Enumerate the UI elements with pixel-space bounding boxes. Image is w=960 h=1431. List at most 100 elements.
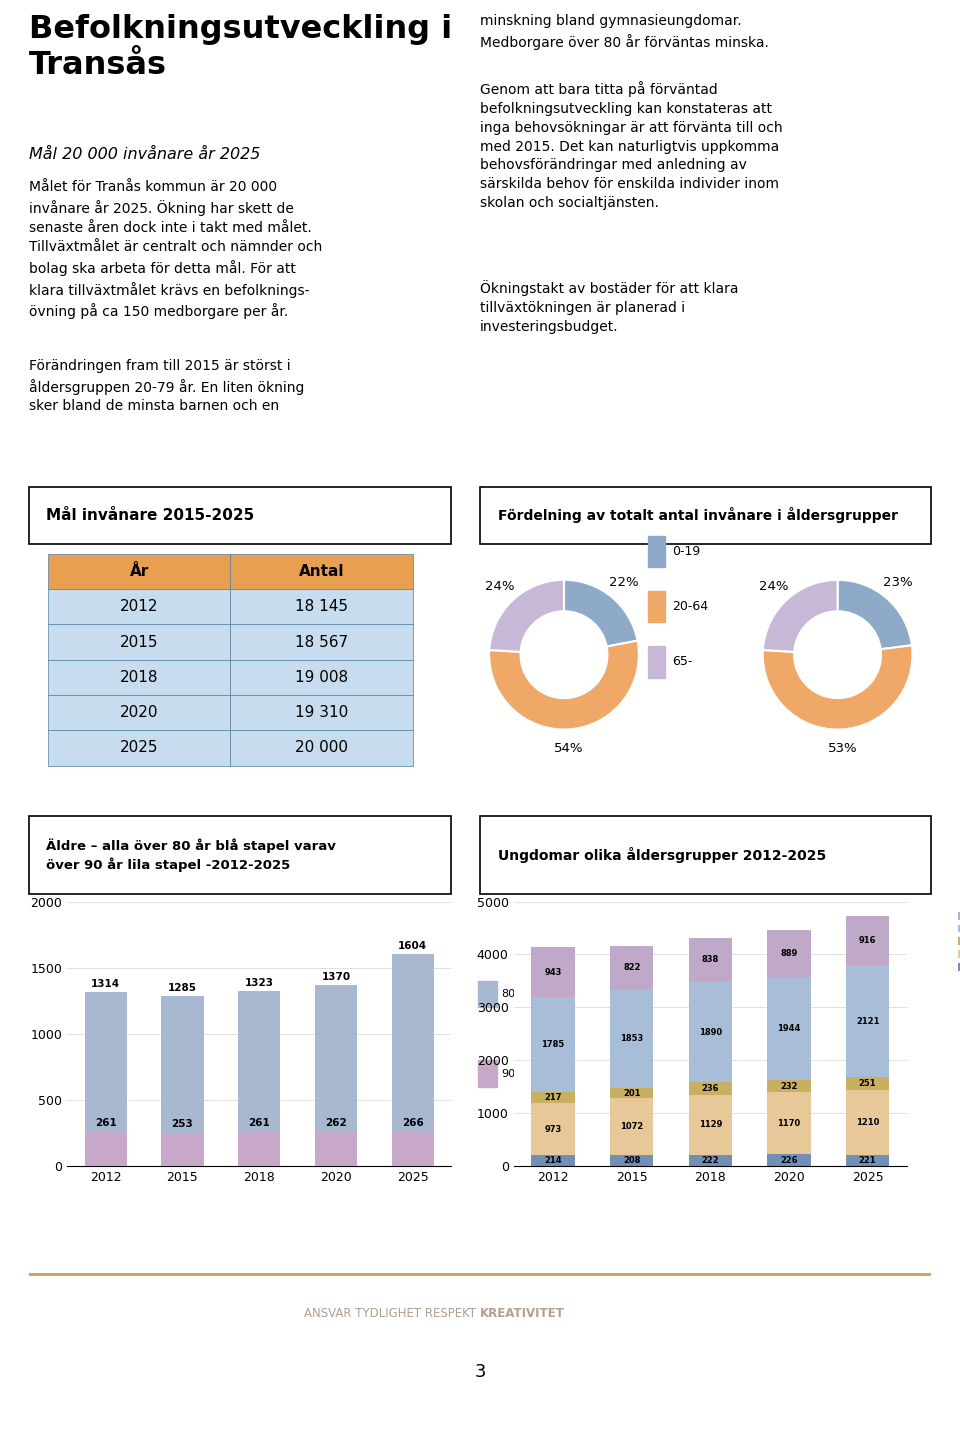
Bar xyxy=(767,930,810,977)
Text: 1370: 1370 xyxy=(322,972,350,982)
Bar xyxy=(648,537,665,567)
Text: Förändringen fram till 2015 är störst i
åldersgruppen 20-79 år. En liten ökning
: Förändringen fram till 2015 är störst i … xyxy=(29,359,304,414)
Text: Genom att bara titta på förväntad
befolkningsutveckling kan konstateras att
inga: Genom att bara titta på förväntad befolk… xyxy=(480,80,782,210)
Text: 822: 822 xyxy=(623,963,640,973)
Bar xyxy=(611,946,654,990)
Bar xyxy=(767,1155,810,1166)
Bar xyxy=(688,1082,732,1095)
Text: 236: 236 xyxy=(702,1085,719,1093)
Text: 232: 232 xyxy=(780,1082,798,1090)
Text: 1785: 1785 xyxy=(541,1040,564,1049)
Bar xyxy=(688,1155,732,1166)
Bar xyxy=(532,1155,575,1166)
Wedge shape xyxy=(564,580,637,647)
Text: 253: 253 xyxy=(172,1119,193,1129)
Wedge shape xyxy=(763,580,838,653)
Text: Mål invånare 2015-2025: Mål invånare 2015-2025 xyxy=(46,508,254,522)
Wedge shape xyxy=(763,645,912,730)
Bar xyxy=(688,982,732,1082)
Bar xyxy=(688,1095,732,1155)
Legend: 16-19, 7-15, 6, 1-5, 0: 16-19, 7-15, 6, 1-5, 0 xyxy=(953,907,960,977)
Text: 889: 889 xyxy=(780,949,798,959)
Text: Målet för Tranås kommun är 20 000
invånare år 2025. Ökning har skett de
senaste : Målet för Tranås kommun är 20 000 invåna… xyxy=(29,180,322,319)
Text: 251: 251 xyxy=(859,1079,876,1089)
Text: minskning bland gymnasieungdomar.
Medborgare över 80 år förväntas minska.: minskning bland gymnasieungdomar. Medbor… xyxy=(480,14,769,50)
Wedge shape xyxy=(837,580,912,650)
Text: 1072: 1072 xyxy=(620,1122,643,1132)
Bar xyxy=(846,1078,889,1090)
Bar xyxy=(846,1155,889,1166)
Bar xyxy=(532,1092,575,1103)
Text: 201: 201 xyxy=(623,1089,640,1098)
Text: 22%: 22% xyxy=(610,577,639,590)
Text: 943: 943 xyxy=(544,967,562,977)
Bar xyxy=(161,996,204,1166)
Wedge shape xyxy=(490,641,638,730)
Text: 221: 221 xyxy=(859,1156,876,1165)
Text: 1890: 1890 xyxy=(699,1027,722,1036)
Bar xyxy=(532,1103,575,1155)
Text: 53%: 53% xyxy=(828,741,857,754)
Bar xyxy=(767,1080,810,1092)
Text: 1604: 1604 xyxy=(398,940,427,950)
Bar xyxy=(238,1132,280,1166)
Text: 20-64: 20-64 xyxy=(672,600,708,614)
Text: Mål 20 000 invånare år 2025: Mål 20 000 invånare år 2025 xyxy=(29,147,260,162)
Bar xyxy=(315,985,357,1166)
Text: 23%: 23% xyxy=(883,577,913,590)
Bar xyxy=(611,1088,654,1099)
Bar xyxy=(161,1133,204,1166)
Bar xyxy=(478,1060,497,1088)
Text: 266: 266 xyxy=(402,1118,423,1128)
Text: KREATIVITET: KREATIVITET xyxy=(480,1307,564,1321)
Text: Befolkningsutveckling i
Transås: Befolkningsutveckling i Transås xyxy=(29,14,452,82)
Text: 1170: 1170 xyxy=(778,1119,801,1128)
Bar xyxy=(84,992,127,1166)
Bar xyxy=(392,1130,434,1166)
Text: 24%: 24% xyxy=(486,580,515,592)
Text: 217: 217 xyxy=(544,1093,562,1102)
Text: 222: 222 xyxy=(702,1156,719,1165)
Bar xyxy=(846,1090,889,1155)
Text: ANSVAR TYDLIGHET RESPEKT: ANSVAR TYDLIGHET RESPEKT xyxy=(304,1307,480,1321)
Text: 261: 261 xyxy=(95,1119,116,1129)
Text: 208: 208 xyxy=(623,1156,640,1165)
Text: 838: 838 xyxy=(702,956,719,964)
Text: 1314: 1314 xyxy=(91,979,120,989)
Text: 226: 226 xyxy=(780,1156,798,1165)
Bar xyxy=(611,990,654,1088)
Bar xyxy=(611,1099,654,1155)
Bar xyxy=(392,954,434,1166)
Bar xyxy=(767,1092,810,1155)
Text: 1323: 1323 xyxy=(245,977,274,987)
Text: 0-19: 0-19 xyxy=(672,545,700,558)
Text: Äldre – alla över 80 år blå stapel varav
över 90 år lila stapel -2012-2025: Äldre – alla över 80 år blå stapel varav… xyxy=(46,839,336,871)
Text: 261: 261 xyxy=(249,1119,270,1129)
Text: 90-: 90- xyxy=(501,1069,519,1079)
Bar xyxy=(478,982,497,1007)
Bar xyxy=(84,1132,127,1166)
Text: 3: 3 xyxy=(474,1362,486,1381)
Bar xyxy=(532,997,575,1092)
Bar xyxy=(846,916,889,964)
Text: 973: 973 xyxy=(544,1125,562,1133)
Bar xyxy=(767,977,810,1080)
Bar xyxy=(648,647,665,678)
Text: Fördelning av totalt antal invånare i åldersgrupper: Fördelning av totalt antal invånare i ål… xyxy=(498,507,898,524)
Text: 1285: 1285 xyxy=(168,983,197,993)
Bar xyxy=(238,992,280,1166)
Wedge shape xyxy=(490,580,564,653)
Text: 65-: 65- xyxy=(672,655,692,668)
Text: 1210: 1210 xyxy=(856,1118,879,1128)
Text: 214: 214 xyxy=(544,1156,562,1165)
Text: 54%: 54% xyxy=(554,741,584,754)
Bar xyxy=(315,1132,357,1166)
Text: 24%: 24% xyxy=(759,580,788,592)
Bar xyxy=(688,937,732,982)
Text: 80-: 80- xyxy=(501,989,519,999)
Text: 916: 916 xyxy=(859,936,876,944)
Text: Ökningstakt av bostäder för att klara
tillväxtökningen är planerad i
investering: Ökningstakt av bostäder för att klara ti… xyxy=(480,280,738,333)
Text: 1853: 1853 xyxy=(620,1035,643,1043)
Text: 1129: 1129 xyxy=(699,1120,722,1129)
Bar xyxy=(846,964,889,1078)
